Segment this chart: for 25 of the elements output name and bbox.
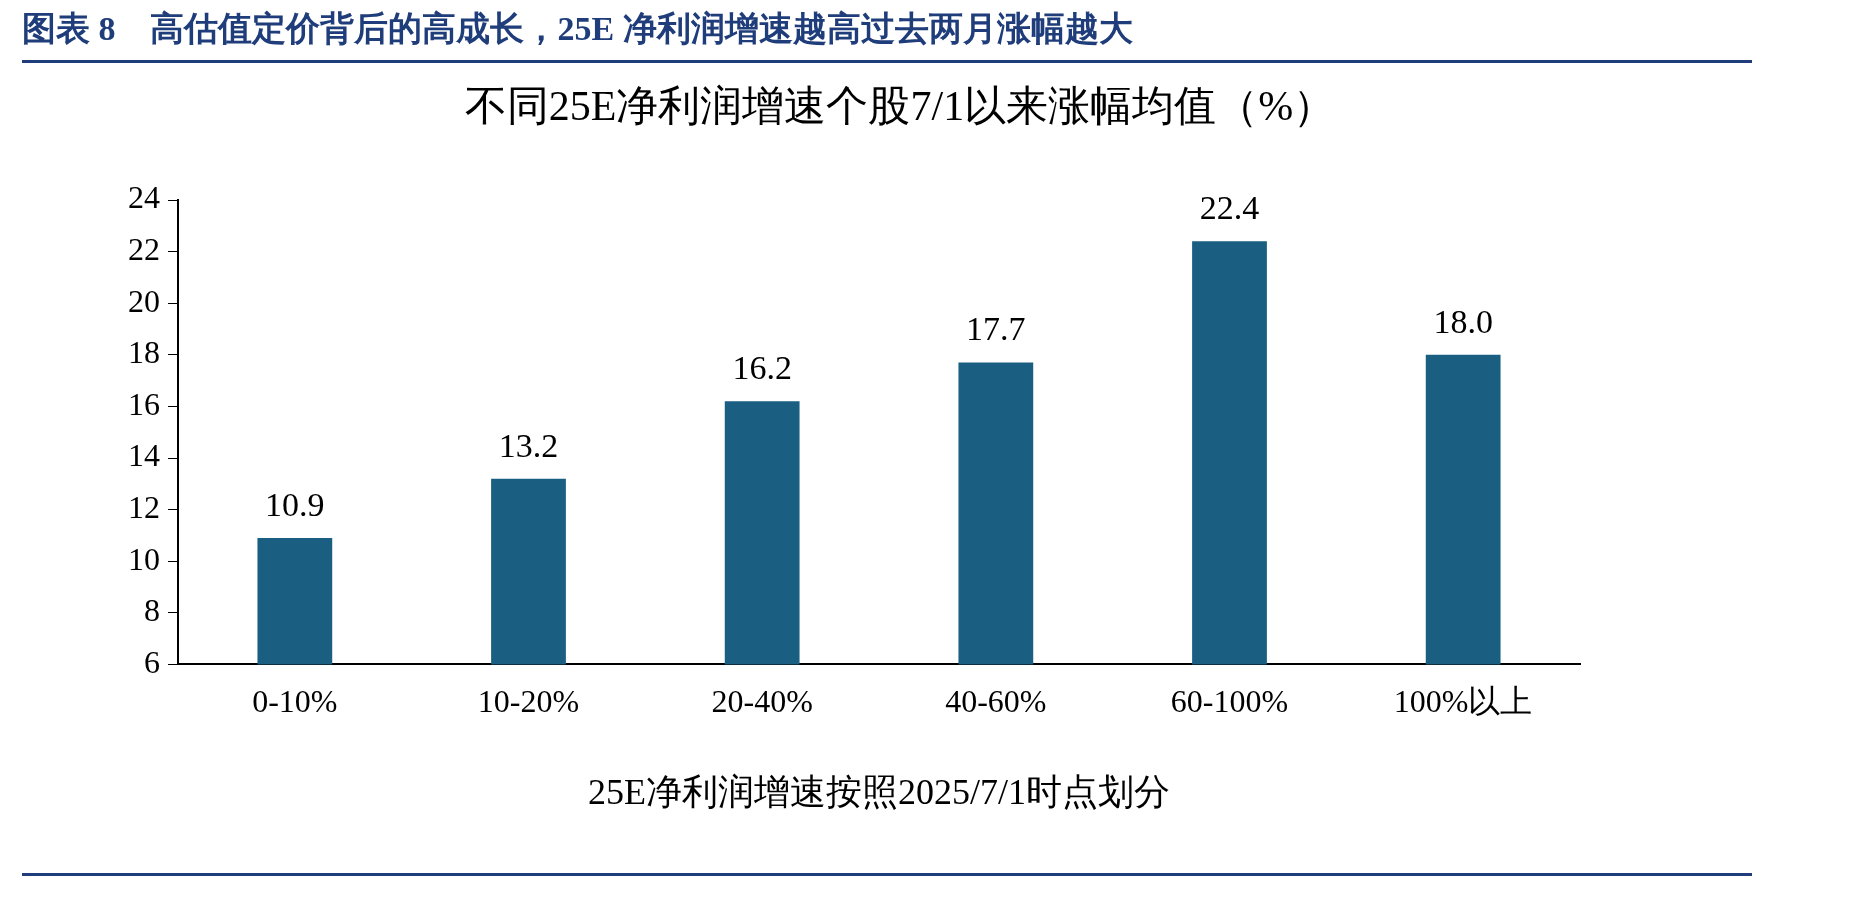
y-tick-label: 24: [128, 179, 160, 216]
y-tick-label: 10: [128, 540, 160, 577]
data-label: 18.0: [1433, 302, 1493, 340]
x-tick-label: 20-40%: [711, 683, 813, 720]
y-tick-label: 8: [144, 592, 160, 629]
x-tick-label: 60-100%: [1170, 683, 1289, 720]
data-label: 17.7: [966, 310, 1026, 348]
data-label: 10.9: [265, 485, 325, 523]
data-label: 13.2: [498, 426, 559, 464]
chart-title: 图表 8 高估值定价背后的高成长，25E 净利润增速越高过去两月涨幅越大: [22, 6, 1752, 63]
data-label: 16.2: [732, 349, 792, 387]
x-tick-label: 100%以上: [1393, 683, 1533, 720]
y-tick-label: 6: [144, 643, 160, 680]
y-tick-label: 22: [128, 231, 160, 268]
y-tick-label: 12: [128, 489, 160, 526]
y-tick-label: 14: [128, 437, 160, 474]
x-tick-label: 0-10%: [252, 683, 338, 720]
x-tick-label: 40-60%: [945, 683, 1047, 720]
chart-subtitle: 不同25E净利润增速个股7/1以来涨幅均值（%）: [463, 82, 1337, 131]
data-label: 22.4: [1199, 189, 1260, 227]
x-tick-label: 10-20%: [477, 683, 580, 720]
y-tick-label: 20: [128, 282, 160, 319]
x-axis-title: 25E净利润增速按照2025/7/1时点划分: [588, 771, 1170, 812]
y-tick-label: 16: [128, 385, 160, 422]
y-tick-label: 18: [128, 334, 160, 371]
